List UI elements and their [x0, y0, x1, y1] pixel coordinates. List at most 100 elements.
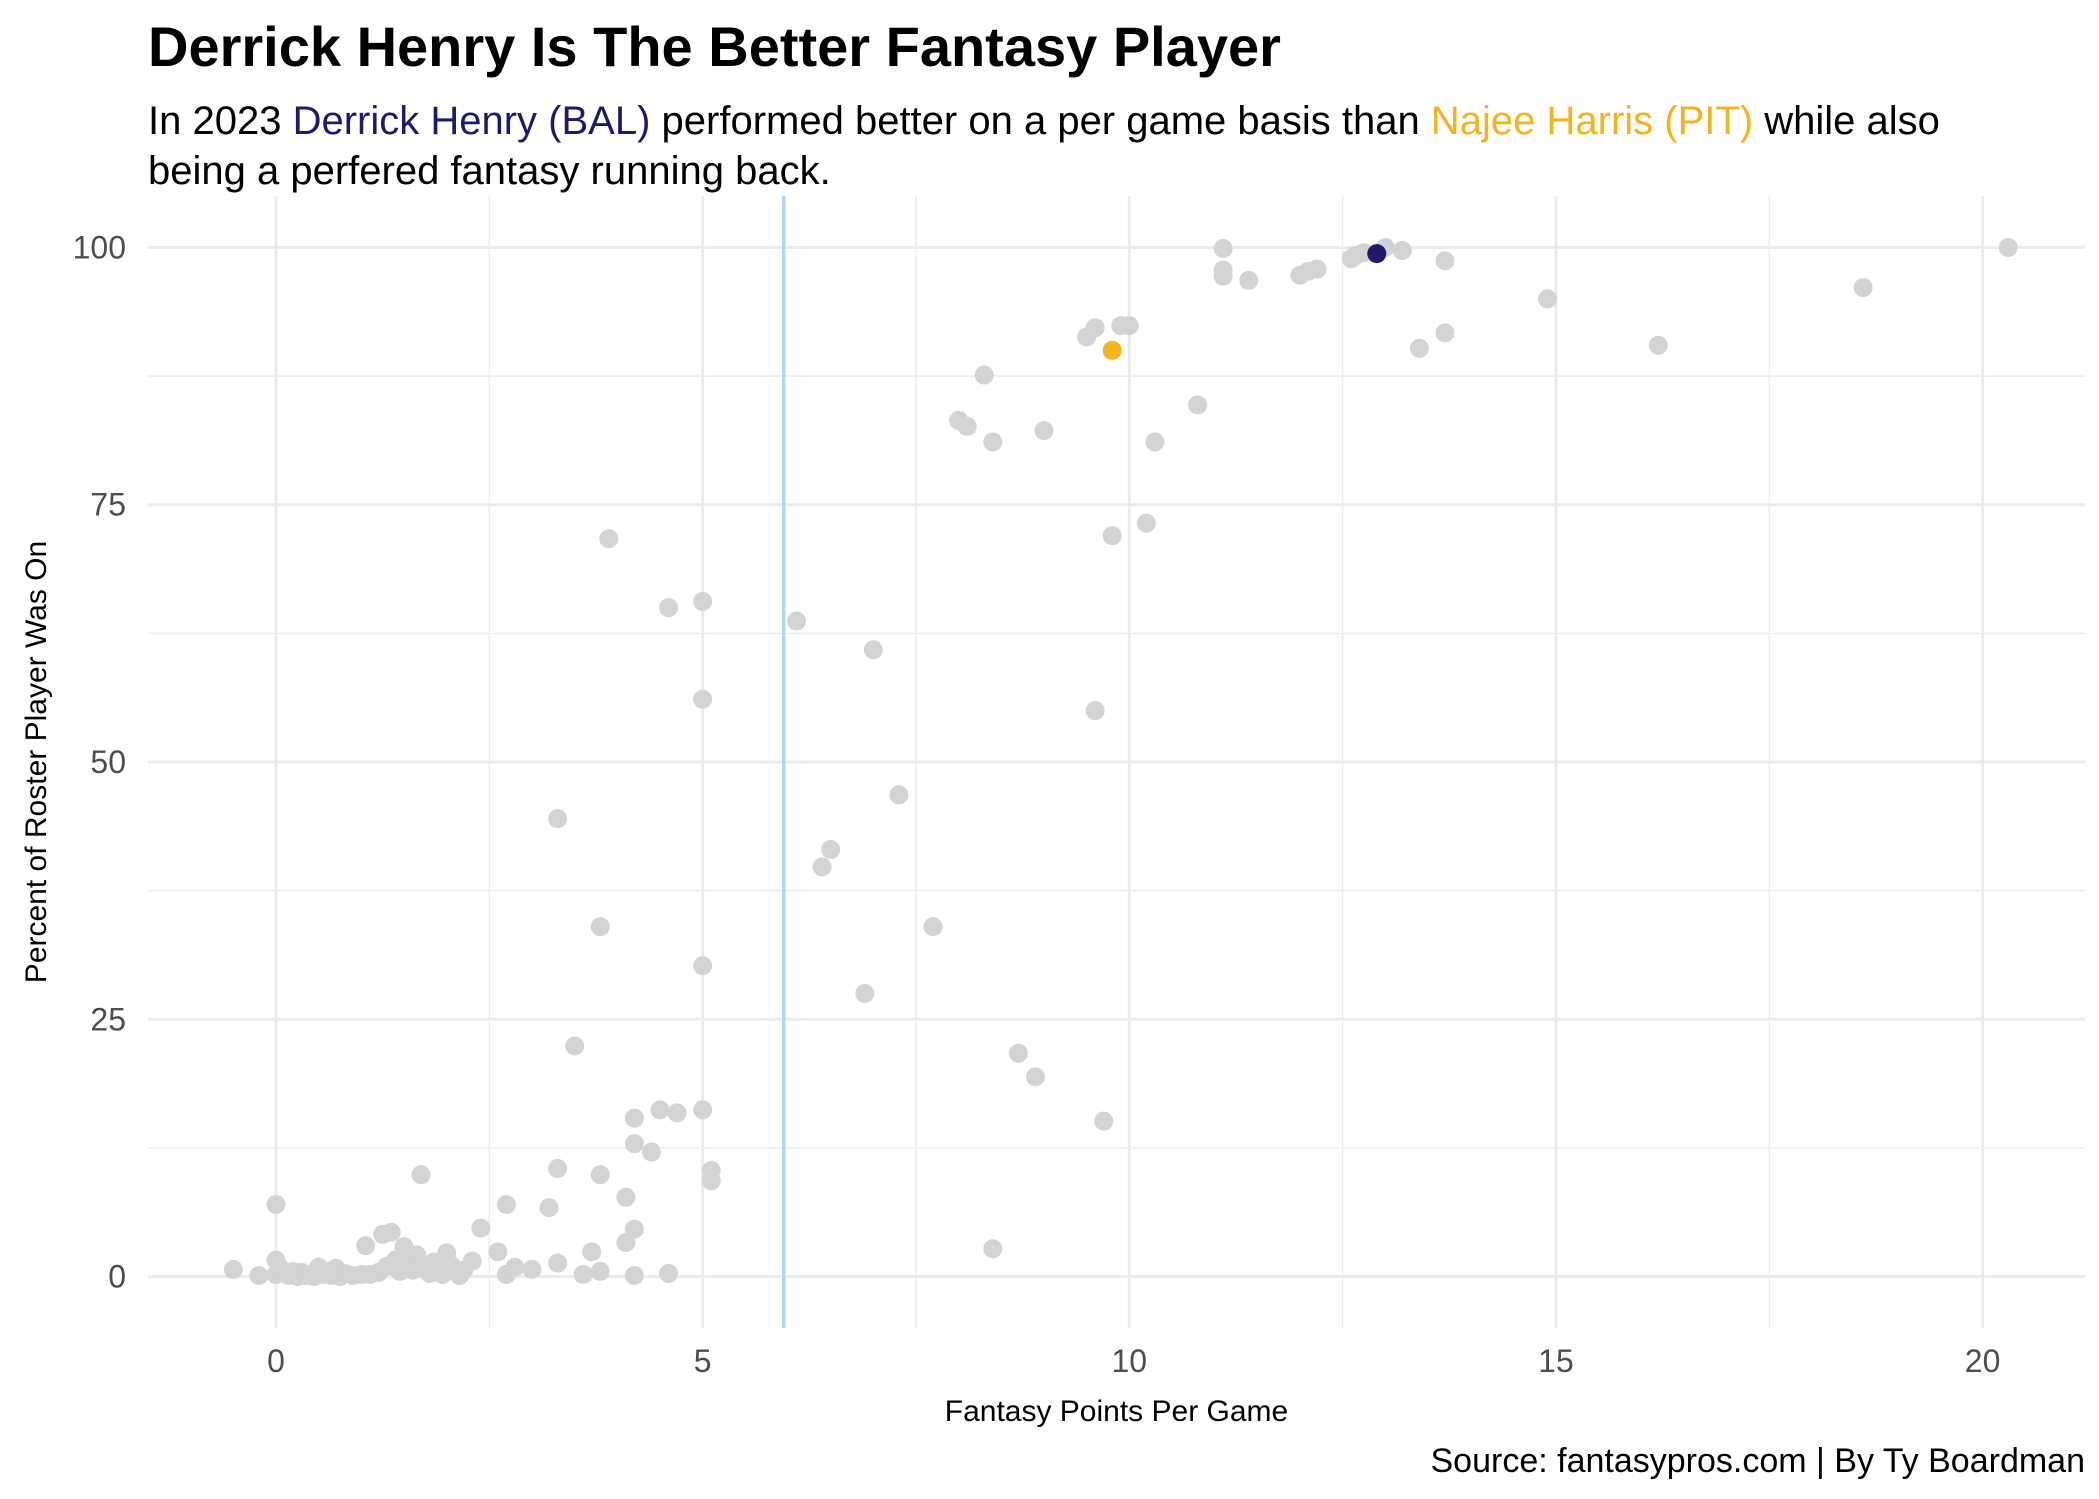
- data-point: [505, 1257, 525, 1277]
- chart-subtitle: In 2023 Derrick Henry (BAL) performed be…: [148, 96, 2048, 196]
- data-point: [1213, 238, 1233, 258]
- data-point: [488, 1242, 508, 1262]
- data-point: [1537, 289, 1557, 309]
- data-point: [1025, 1067, 1045, 1087]
- data-point: [693, 591, 713, 611]
- data-point: [590, 1261, 610, 1281]
- data-point: [693, 956, 713, 976]
- data-point: [821, 839, 841, 859]
- data-point: [983, 1239, 1003, 1259]
- data-point: [582, 1242, 602, 1262]
- y-tick-label: 25: [90, 1001, 126, 1037]
- data-point: [1213, 266, 1233, 286]
- x-tick-label: 5: [694, 1343, 712, 1379]
- data-point: [462, 1251, 482, 1271]
- y-tick-label: 0: [108, 1259, 126, 1295]
- data-point: [1008, 1043, 1028, 1063]
- data-point: [983, 432, 1003, 452]
- x-tick-label: 0: [267, 1343, 285, 1379]
- grid-major: [148, 196, 2085, 1328]
- data-point: [249, 1266, 269, 1286]
- data-point: [1392, 241, 1412, 261]
- data-point: [1145, 432, 1165, 452]
- source-caption: Source: fantasypros.com | By Ty Boardman: [1430, 1442, 2086, 1480]
- subtitle-henry-label: Derrick Henry (BAL): [292, 99, 651, 143]
- data-point: [548, 1158, 568, 1178]
- data-point: [693, 689, 713, 709]
- data-point: [381, 1222, 401, 1242]
- data-point: [1435, 251, 1455, 271]
- data-point: [223, 1259, 243, 1279]
- x-axis-title: Fantasy Points Per Game: [945, 1395, 1288, 1428]
- data-point: [787, 611, 807, 631]
- data-point: [624, 1108, 644, 1128]
- data-point: [522, 1259, 542, 1279]
- data-point: [590, 917, 610, 937]
- data-point: [1136, 513, 1156, 533]
- henry-point: [1367, 244, 1387, 264]
- data-points: [223, 237, 2018, 1287]
- data-point: [548, 809, 568, 829]
- data-point: [411, 1165, 431, 1185]
- y-tick-label: 50: [90, 744, 126, 780]
- data-point: [590, 1165, 610, 1185]
- data-point: [1409, 338, 1429, 358]
- data-point: [624, 1219, 644, 1239]
- data-point: [1119, 316, 1139, 336]
- data-point: [573, 1264, 593, 1284]
- data-point: [1307, 259, 1327, 279]
- data-point: [855, 984, 875, 1004]
- data-point: [496, 1195, 516, 1215]
- subtitle-post: while also being a perfered fantasy runn…: [148, 99, 1940, 193]
- data-point: [1853, 278, 1873, 298]
- data-point: [701, 1171, 721, 1191]
- data-point: [1239, 270, 1259, 290]
- subtitle-mid: performed better on a per game basis tha…: [650, 99, 1431, 143]
- highlight-points: [1102, 244, 1387, 360]
- data-point: [1102, 526, 1122, 546]
- data-point: [863, 640, 883, 660]
- x-tick-label: 15: [1538, 1343, 1574, 1379]
- data-point: [616, 1187, 636, 1207]
- data-point: [599, 529, 619, 549]
- data-point: [548, 1253, 568, 1273]
- y-tick-label: 75: [90, 487, 126, 523]
- data-point: [974, 365, 994, 385]
- data-point: [1085, 318, 1105, 338]
- y-tick-label: 100: [73, 229, 126, 265]
- x-tick-label: 10: [1112, 1343, 1148, 1379]
- data-point: [1085, 701, 1105, 721]
- data-point: [1034, 421, 1054, 441]
- data-point: [923, 917, 943, 937]
- data-point: [957, 417, 977, 437]
- data-point: [667, 1103, 687, 1123]
- x-tick-label: 20: [1965, 1343, 2001, 1379]
- data-point: [889, 785, 909, 805]
- data-point: [812, 857, 832, 877]
- y-axis-title: Percent of Roster Player Was On: [20, 541, 53, 983]
- data-point: [565, 1036, 585, 1056]
- x-tick-labels: 0 5 10 15 20: [267, 1343, 2000, 1379]
- data-point: [641, 1142, 661, 1162]
- data-point: [693, 1100, 713, 1120]
- data-point: [1648, 335, 1668, 355]
- data-point: [1188, 395, 1208, 415]
- data-point: [659, 598, 679, 618]
- chart-title: Derrick Henry Is The Better Fantasy Play…: [148, 15, 1281, 78]
- data-point: [1094, 1111, 1114, 1131]
- subtitle-pre: In 2023: [148, 99, 293, 143]
- data-point: [266, 1195, 286, 1215]
- data-point: [539, 1198, 559, 1218]
- data-point: [624, 1266, 644, 1286]
- subtitle-harris-label: Najee Harris (PIT): [1430, 99, 1754, 143]
- data-point: [1998, 237, 2018, 257]
- harris-point: [1102, 340, 1122, 360]
- data-point: [1435, 323, 1455, 343]
- data-point: [659, 1263, 679, 1283]
- data-point: [624, 1134, 644, 1154]
- data-point: [471, 1218, 491, 1238]
- data-point: [650, 1100, 670, 1120]
- y-tick-labels: 0 25 50 75 100: [73, 229, 126, 1294]
- data-point: [356, 1236, 376, 1256]
